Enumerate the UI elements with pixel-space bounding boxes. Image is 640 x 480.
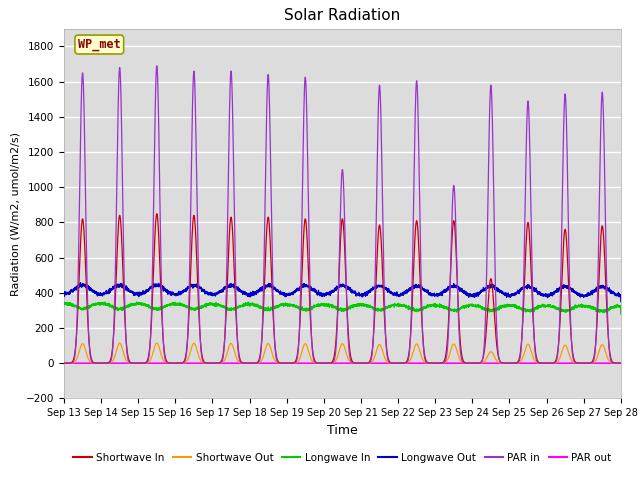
PAR in bbox=[60, 360, 68, 366]
Shortwave Out bbox=[617, 360, 625, 366]
PAR out bbox=[322, 360, 330, 366]
PAR in bbox=[617, 360, 625, 366]
PAR in bbox=[161, 350, 168, 356]
X-axis label: Time: Time bbox=[327, 424, 358, 437]
Longwave Out bbox=[467, 293, 475, 299]
Longwave Out bbox=[436, 291, 444, 297]
Shortwave Out bbox=[60, 360, 68, 366]
Shortwave In bbox=[60, 360, 68, 366]
Longwave In bbox=[616, 303, 624, 309]
PAR out bbox=[467, 360, 475, 366]
PAR in bbox=[467, 360, 475, 366]
Shortwave Out bbox=[499, 360, 507, 366]
Longwave In bbox=[617, 311, 625, 317]
Y-axis label: Radiation (W/m2, umol/m2/s): Radiation (W/m2, umol/m2/s) bbox=[10, 132, 20, 296]
Longwave Out bbox=[322, 292, 330, 298]
Longwave Out bbox=[617, 299, 625, 304]
Legend: Shortwave In, Shortwave Out, Longwave In, Longwave Out, PAR in, PAR out: Shortwave In, Shortwave Out, Longwave In… bbox=[69, 449, 616, 467]
Line: Shortwave In: Shortwave In bbox=[64, 214, 621, 363]
Longwave In bbox=[499, 302, 507, 308]
Line: Longwave In: Longwave In bbox=[64, 302, 621, 314]
Longwave Out bbox=[499, 291, 507, 297]
PAR out bbox=[499, 360, 506, 366]
Text: WP_met: WP_met bbox=[78, 38, 121, 51]
Longwave Out bbox=[161, 286, 168, 291]
Shortwave Out bbox=[153, 340, 161, 346]
Shortwave In bbox=[499, 360, 507, 366]
PAR out bbox=[436, 360, 444, 366]
Longwave In bbox=[101, 299, 109, 305]
PAR in bbox=[322, 360, 330, 366]
Longwave In bbox=[322, 302, 330, 308]
PAR out bbox=[160, 360, 168, 366]
Longwave Out bbox=[77, 280, 84, 286]
Line: PAR in: PAR in bbox=[64, 66, 621, 363]
Shortwave In bbox=[436, 360, 444, 366]
PAR out bbox=[616, 360, 624, 366]
Title: Solar Radiation: Solar Radiation bbox=[284, 9, 401, 24]
Shortwave In bbox=[161, 347, 168, 353]
Shortwave Out bbox=[436, 360, 444, 366]
Shortwave Out bbox=[467, 360, 475, 366]
Shortwave In bbox=[617, 360, 625, 366]
Shortwave Out bbox=[616, 360, 624, 366]
Shortwave Out bbox=[161, 359, 168, 364]
Longwave In bbox=[436, 302, 444, 308]
PAR in bbox=[436, 360, 444, 366]
Line: Longwave Out: Longwave Out bbox=[64, 283, 621, 301]
Longwave In bbox=[467, 301, 475, 307]
PAR out bbox=[617, 360, 625, 366]
Shortwave In bbox=[467, 360, 475, 366]
Longwave Out bbox=[616, 291, 624, 297]
Longwave Out bbox=[60, 290, 68, 296]
Longwave In bbox=[60, 300, 68, 305]
Shortwave In bbox=[616, 360, 624, 366]
Shortwave In bbox=[153, 211, 161, 216]
PAR in bbox=[616, 360, 624, 366]
Line: Shortwave Out: Shortwave Out bbox=[64, 343, 621, 363]
Shortwave Out bbox=[322, 360, 330, 366]
PAR out bbox=[60, 360, 68, 366]
PAR in bbox=[499, 360, 507, 366]
Longwave In bbox=[161, 304, 168, 310]
Shortwave In bbox=[322, 360, 330, 366]
PAR in bbox=[153, 63, 161, 69]
